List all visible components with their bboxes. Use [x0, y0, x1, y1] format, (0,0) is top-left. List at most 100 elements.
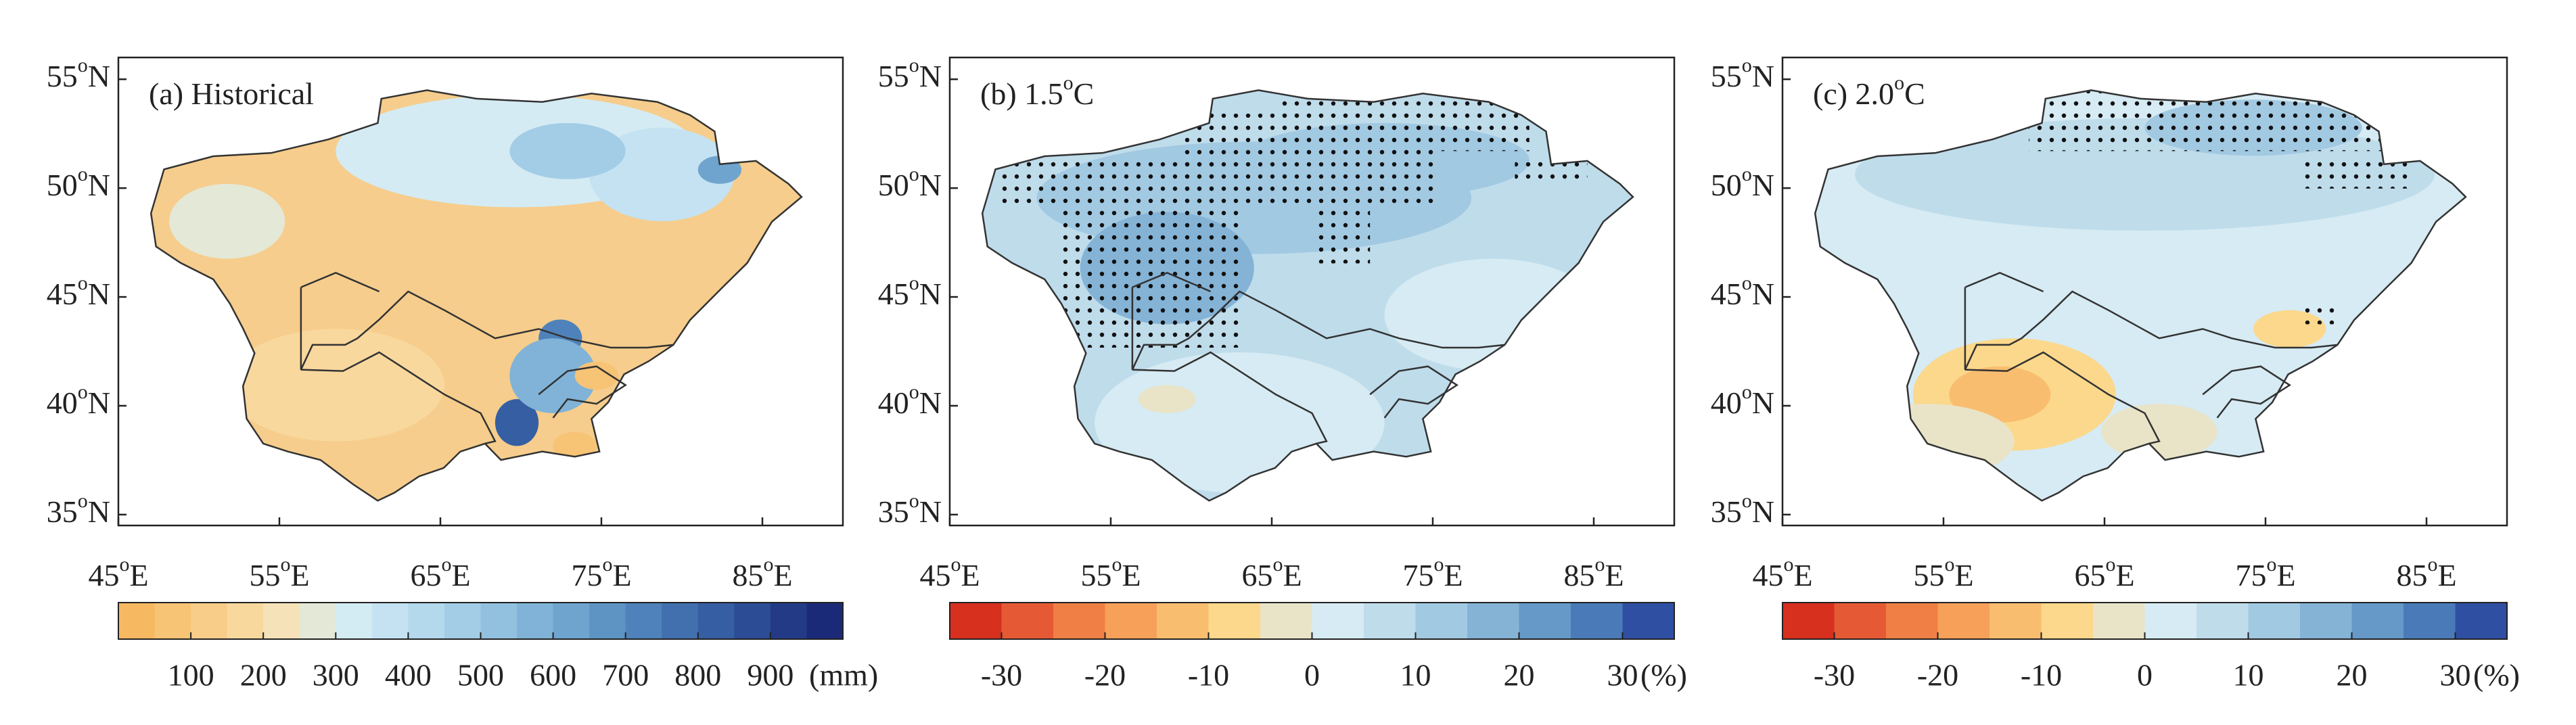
superscript: o [909, 163, 919, 185]
label-part: 45 [88, 558, 119, 592]
colorbar-segment [517, 603, 554, 639]
colorbar-tick-label: 20 [2337, 658, 2368, 693]
y-tick-label: 45oN [1711, 272, 1774, 311]
colorbar-segment [263, 603, 300, 639]
label-part: E [2276, 558, 2295, 592]
colorbar-tick-label: -20 [1917, 658, 1958, 693]
colorbar-segment [154, 603, 191, 639]
field-patch [227, 329, 444, 442]
label-part: 75 [1402, 558, 1433, 592]
colorbar-segment [1782, 603, 1835, 639]
superscript: o [1272, 553, 1283, 576]
superscript: o [909, 490, 919, 512]
label-part: N [919, 277, 942, 311]
colorbar-segment [589, 603, 626, 639]
field-patch [2260, 417, 2290, 446]
label-part: 40 [1711, 385, 1742, 420]
x-tick-label: 85oE [2396, 553, 2456, 592]
superscript: o [1944, 553, 1954, 576]
x-tick-label: 75oE [2235, 553, 2295, 592]
colorbar-segment [1622, 603, 1675, 639]
superscript: o [78, 272, 88, 294]
colorbar-tick-label: 10 [2233, 658, 2264, 693]
label-part: 85 [732, 558, 763, 592]
field-patch [168, 183, 285, 259]
y-tick-label: 55oN [878, 54, 942, 93]
superscript: o [2266, 553, 2276, 576]
country-border [1964, 287, 2338, 371]
colorbar-tick-label: 10 [1400, 658, 1431, 693]
colorbar-segment [1519, 603, 1571, 639]
y-tick-label: 40oN [47, 381, 110, 420]
colorbar-segment [2404, 603, 2456, 639]
x-tick-label: 75oE [571, 553, 631, 592]
colorbar-segment [1834, 603, 1887, 639]
panel-title: (b) 1.5oC [980, 72, 1094, 111]
superscript: o [2427, 553, 2437, 576]
label-part: 45 [1752, 558, 1783, 592]
colorbar-tick-label: 0 [1304, 658, 1320, 693]
label-part: 65 [2074, 558, 2105, 592]
x-tick-label: 65oE [410, 553, 470, 592]
label-part: 40 [47, 385, 78, 420]
country-border [1964, 351, 2161, 445]
label-part: 65 [410, 558, 441, 592]
label-part: E [1122, 558, 1141, 592]
colorbar-segment [553, 603, 590, 639]
colorbar-segment [662, 603, 699, 639]
country-border [300, 351, 497, 445]
field-patch [553, 431, 597, 461]
x-tick-label: 65oE [2074, 553, 2134, 592]
colorbar-segment [1886, 603, 1938, 639]
field-patch [1138, 385, 1197, 413]
colorbar-segment [734, 603, 771, 639]
superscript: o [1894, 72, 1904, 94]
label-part: E [773, 558, 792, 592]
colorbar-segment [1937, 603, 1990, 639]
colorbar-tick-label: 500 [457, 658, 504, 693]
superscript: o [2105, 553, 2115, 576]
superscript: o [909, 381, 919, 403]
superscript: o [1063, 72, 1074, 94]
region-outline [1814, 89, 2467, 502]
field-patch [1949, 366, 2051, 423]
colorbar-segment [2093, 603, 2145, 639]
colorbar-segment [1364, 603, 1416, 639]
colorbar-segment [1312, 603, 1364, 639]
field-patch [1427, 417, 1457, 446]
superscript: o [763, 553, 773, 576]
y-tick-label: 55oN [1711, 54, 1774, 93]
y-tick-label: 50oN [1711, 163, 1774, 202]
country-border [1132, 351, 1328, 445]
y-tick-label: 40oN [1711, 381, 1774, 420]
significance-stipple [1275, 95, 1530, 151]
superscript: o [1111, 553, 1122, 576]
colorbar-segment [299, 603, 336, 639]
country-border [300, 287, 674, 371]
y-tick-label: 50oN [47, 163, 110, 202]
y-tick-label: 45oN [878, 272, 942, 311]
superscript: o [1742, 163, 1752, 185]
label-part: E [2437, 558, 2456, 592]
colorbar-tick-label: 0 [2137, 658, 2153, 693]
x-tick-label: 45oE [88, 553, 148, 592]
label-part: E [1954, 558, 1973, 592]
y-tick-label: 40oN [878, 381, 942, 420]
colorbar-segment [191, 603, 228, 639]
superscript: o [1594, 553, 1605, 576]
colorbar-segment [227, 603, 264, 639]
colorbar-tick-label: -20 [1084, 658, 1126, 693]
axes-frame [948, 56, 1676, 527]
superscript: o [1742, 381, 1752, 403]
label-part: 55 [1711, 59, 1742, 93]
x-tick-label: 75oE [1402, 553, 1463, 592]
label-part: 85 [2396, 558, 2427, 592]
colorbar-tick-label: 800 [674, 658, 721, 693]
colorbar-unit: (%) [1640, 658, 1687, 693]
colorbar-tick-label: -30 [1814, 658, 1855, 693]
significance-stipple [2029, 90, 2391, 151]
field-patch [2101, 404, 2217, 461]
label-part: 45 [47, 277, 78, 311]
significance-stipple [2304, 160, 2413, 189]
